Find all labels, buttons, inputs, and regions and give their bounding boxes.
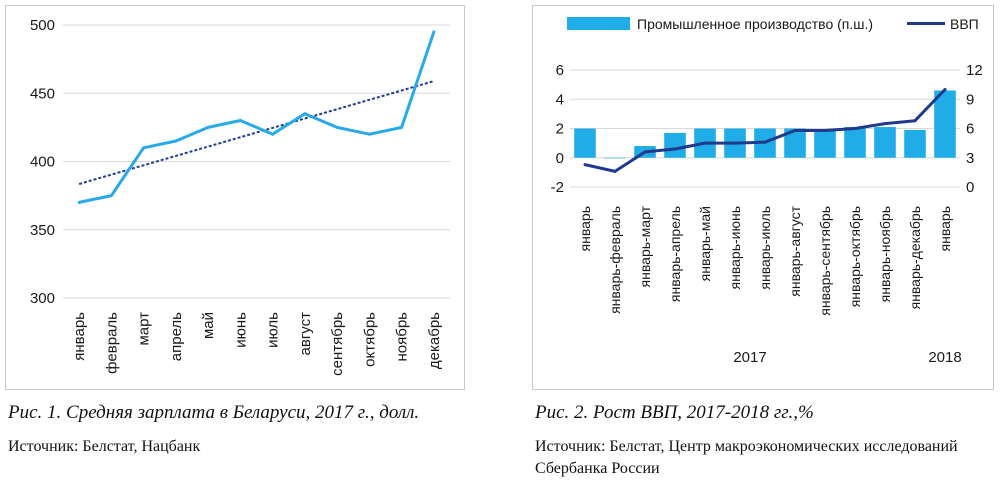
y-left-tick-label: -2 <box>551 179 564 196</box>
x-tick-label: март <box>136 312 153 346</box>
x-tick-label: февраль <box>103 312 120 374</box>
x-tick-label: январь <box>71 312 88 361</box>
y-tick-label: 400 <box>30 154 55 171</box>
y-left-tick-label: 4 <box>556 91 564 108</box>
salary-point <box>367 132 371 136</box>
gdp-chart: Промышленное производство (п.ш.) ВВП -2 0 2 4… <box>551 16 983 366</box>
industry-bar <box>664 132 686 158</box>
figure2-caption: Рис. 2. Рост ВВП, 2017-2018 гг.,% <box>535 402 814 423</box>
y-left-tick-label: 6 <box>556 62 564 79</box>
x-tick-label: май <box>200 312 217 339</box>
x-tick-label: январь-апрель <box>667 206 683 302</box>
salary-chart: 300 350 400 450 500 январь февраль март апрель ма… <box>30 17 450 376</box>
salary-point <box>109 194 113 198</box>
industry-bar <box>574 128 596 158</box>
x-tick-label: январь <box>577 206 593 251</box>
x-tick-label: январь-декабрь <box>907 206 923 309</box>
gdp-point <box>853 127 857 130</box>
gdp-chart-panel: Промышленное производство (п.ш.) ВВП -2 0 2 4… <box>532 5 994 390</box>
salary-chart-panel: 300 350 400 450 500 январь февраль март апрель ма… <box>5 5 465 390</box>
x-tick-label: январь-июль <box>757 206 773 290</box>
salary-line <box>78 31 436 204</box>
salary-point <box>142 146 146 150</box>
x-tick-label: январь <box>937 206 953 251</box>
salary-point <box>432 30 436 34</box>
x-tick-label: январь-май <box>697 206 713 281</box>
gdp-point <box>703 141 707 145</box>
salary-point <box>206 125 210 129</box>
figure2-source: Источник: Белстат, Центр макроэкономичес… <box>535 438 958 477</box>
industry-bar <box>874 127 896 158</box>
trend-line <box>78 80 435 185</box>
industry-bar <box>904 129 926 158</box>
x-tick-label: сентябрь <box>329 312 346 376</box>
gdp-point <box>643 150 647 154</box>
gdp-point <box>583 163 587 167</box>
x-tick-label: январь-ноябрь <box>877 206 893 302</box>
y-tick-label: 350 <box>30 222 55 239</box>
salary-point <box>77 200 81 204</box>
legend-bar-label: Промышленное производство (п.ш.) <box>637 16 873 32</box>
salary-point <box>303 112 307 116</box>
gdp-point <box>613 169 617 173</box>
x-tick-label: июнь <box>232 312 249 348</box>
x-tick-label: январь-октябрь <box>847 206 863 307</box>
legend-bar-swatch <box>567 17 630 30</box>
figure1-caption: Рис. 1. Средняя зарплата в Беларуси, 201… <box>8 402 420 423</box>
x-tick-label: январь-март <box>637 205 653 287</box>
y-left-tick-label: 0 <box>556 150 564 167</box>
salary-point <box>238 119 242 123</box>
x-tick-label: январь-июнь <box>727 206 743 289</box>
industry-bar <box>784 128 806 158</box>
gdp-point <box>883 122 887 126</box>
y-right-tick-label: 6 <box>966 121 974 138</box>
x-tick-label: июль <box>265 312 282 348</box>
y-right-tick-label: 12 <box>966 62 983 79</box>
y-tick-label: 450 <box>30 85 55 102</box>
y-tick-label: 300 <box>30 290 55 307</box>
gdp-point <box>673 147 677 151</box>
salary-point <box>335 125 339 129</box>
x-tick-label: январь-февраль <box>607 206 623 314</box>
x-tick-label: декабрь <box>426 312 443 369</box>
x-tick-label: апрель <box>168 312 185 361</box>
y-right-tick-label: 3 <box>966 150 974 167</box>
year-label: 2018 <box>928 349 961 366</box>
x-tick-label: август <box>297 312 314 356</box>
legend-line-label: ВВП <box>950 16 979 32</box>
y-right-tick-label: 0 <box>966 179 974 196</box>
y-left-tick-label: 2 <box>556 121 564 138</box>
gdp-point <box>793 128 797 132</box>
x-tick-label: январь-сентябрь <box>817 206 833 316</box>
industry-bar <box>814 129 836 158</box>
industry-bar <box>844 127 866 158</box>
year-label: 2017 <box>733 349 766 366</box>
industry-bar <box>604 157 626 159</box>
industry-bar <box>934 90 956 158</box>
salary-point <box>400 125 404 129</box>
gdp-point <box>913 119 917 123</box>
x-tick-label: ноябрь <box>394 312 411 362</box>
y-right-tick-label: 9 <box>966 91 974 108</box>
gdp-point <box>733 141 737 145</box>
figure1-source: Источник: Белстат, Нацбанк <box>8 438 201 455</box>
x-tick-label: январь-август <box>787 205 803 296</box>
gdp-point <box>943 88 947 91</box>
x-tick-label: октябрь <box>361 312 378 367</box>
salary-point <box>271 132 275 136</box>
gdp-point <box>763 140 767 144</box>
gdp-point <box>823 128 827 132</box>
y-tick-label: 500 <box>30 17 55 34</box>
salary-point <box>174 139 178 143</box>
